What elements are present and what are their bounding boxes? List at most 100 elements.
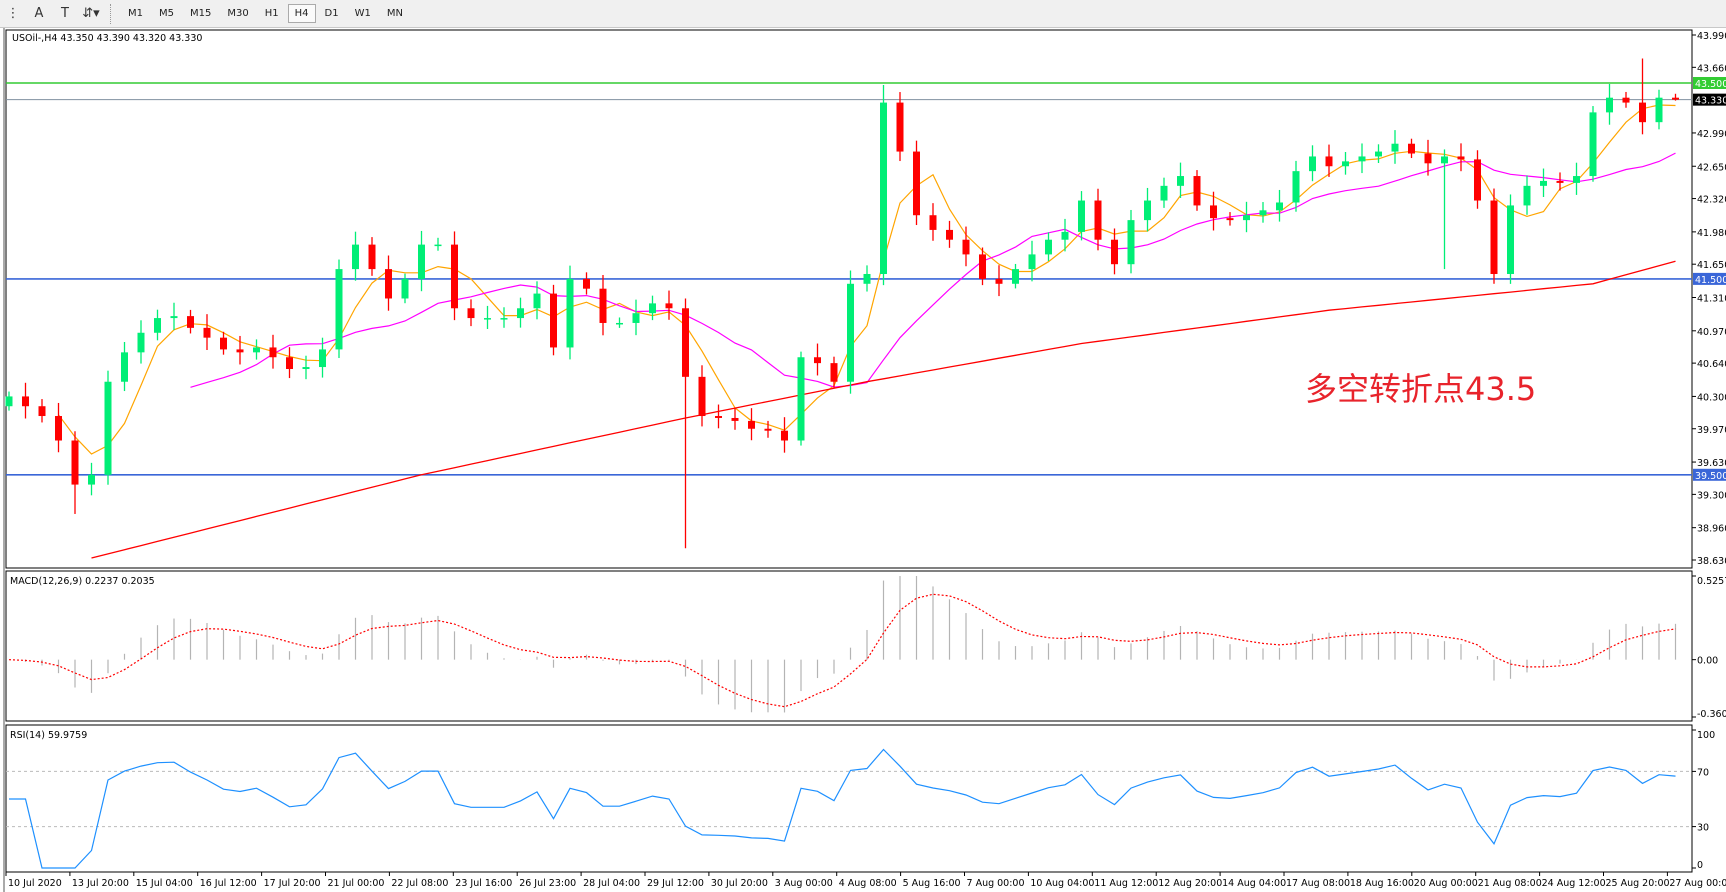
candle-body [715,416,722,418]
candle-body [22,396,29,407]
price-tick-label: 41.650 [1697,260,1726,271]
time-tick-label: 7 Aug 00:00 [967,878,1025,889]
timeframe-m30[interactable]: M30 [227,8,249,19]
candle-body [137,332,145,353]
candle-body [1556,180,1564,183]
time-tick-label: 11 Aug 12:00 [1094,878,1158,889]
rsi-tick-label: 100 [1697,730,1715,741]
candle-body [1523,185,1531,206]
time-tick-label: 3 Aug 00:00 [775,878,833,889]
candle-body [385,269,392,299]
timeframe-h1[interactable]: H1 [264,8,279,19]
candle-body [1655,97,1663,123]
time-tick-label: 23 Jul 16:00 [455,878,512,889]
price-tick-label: 39.300 [1697,490,1726,501]
candle-body [220,337,227,350]
candle-body [467,308,475,319]
candle-body [649,303,656,314]
main-title: USOil-,H4 43.350 43.390 43.320 43.330 [12,33,202,44]
macd-tick-label: 0.00 [1697,656,1718,667]
candle-body [583,278,590,289]
candle-body [1243,215,1250,221]
timeframe-m15[interactable]: M15 [190,8,212,19]
candle-body [797,357,805,441]
candle-body [748,420,755,429]
level-price-label: 39.500 [1695,471,1726,482]
level-price-label: 43.500 [1695,79,1726,90]
candle-body [781,430,788,441]
time-tick-label: 20 Aug 00:00 [1414,878,1478,889]
candle-body [731,417,739,421]
candle-body [995,278,1003,284]
candle-body [1507,205,1514,274]
time-tick-label: 5 Aug 16:00 [903,878,961,889]
time-tick-label: 27 Aug 00:00 [1669,878,1726,889]
candle-body [1457,156,1465,160]
chart-background [4,28,1726,892]
candle-body [484,318,491,320]
candle-body [1391,143,1399,152]
timeframe-mn[interactable]: MN [386,8,403,19]
chart-area[interactable]: 43.500 41.500 39.500 43.330 43.990 43.660 42.9… [0,28,1726,892]
candle-body [764,428,772,431]
price-tick-label: 43.660 [1697,63,1726,74]
timeframe-d1[interactable]: D1 [324,8,339,19]
candle-body [88,474,95,485]
arrows-icon[interactable]: ⇵▾ [82,6,100,21]
candle-body [170,316,178,319]
time-tick-label: 28 Jul 04:00 [583,878,640,889]
candle-body [1375,151,1382,157]
candle-body [401,278,409,299]
level-price-tag [1693,272,1726,285]
macd-title: MACD(12,26,9) 0.2237 0.2035 [10,576,155,587]
rsi-line [9,748,1676,869]
price-tick-label: 40.640 [1697,359,1726,370]
candle-body [896,102,904,152]
candle-body [187,316,194,328]
candle-body [880,102,887,274]
candle-body [1358,156,1366,162]
time-tick-label: 18 Aug 16:00 [1350,878,1414,889]
rsi-tick-label: 30 [1697,823,1709,834]
time-tick-label: 25 Aug 20:00 [1606,878,1670,889]
time-tick-label: 21 Aug 08:00 [1478,878,1542,889]
candle-body [946,229,953,240]
candle-body [1144,200,1151,221]
candle-body [1160,185,1168,201]
timeframe-h4[interactable]: H4 [287,4,316,23]
timeframe-m1[interactable]: M1 [128,8,143,19]
candle-body [962,239,970,255]
time-tick-label: 17 Aug 08:00 [1286,878,1350,889]
grid-icon[interactable]: ⋮ [6,6,20,21]
candle-body [533,293,541,309]
candle-body [71,440,79,485]
time-tick-label: 17 Jul 20:00 [264,878,321,889]
timeframe-w1[interactable]: W1 [354,8,371,19]
candle-body [352,244,359,270]
candle-body [599,288,607,323]
time-tick-label: 10 Aug 04:00 [1030,878,1094,889]
main-panel [5,29,1693,569]
candle-body [302,367,310,370]
time-tick-label: 22 Jul 08:00 [391,878,448,889]
price-tick-label: 39.630 [1697,458,1726,469]
candle-body [979,254,986,279]
candle-body [434,244,442,247]
timeframe-bar: M1 M5 M15 M30 H1 H4 D1 W1 MN [120,4,411,23]
candle-body [1210,205,1217,219]
timeframe-m5[interactable]: M5 [159,8,174,19]
text-a-icon[interactable]: A [34,6,44,21]
time-tick-label: 30 Jul 20:00 [711,878,768,889]
candle-body [1309,156,1316,172]
candle-body [616,322,623,325]
candle-body [286,357,293,370]
price-tick-label: 38.960 [1697,524,1726,535]
candle-body [682,308,689,377]
candle-body [665,303,673,309]
text-label-icon[interactable]: T [61,6,69,21]
candle-body [1045,239,1052,255]
candle-body [1094,200,1102,240]
candle-body [418,244,425,279]
candle-body [1424,153,1432,164]
candle-body [830,363,838,382]
